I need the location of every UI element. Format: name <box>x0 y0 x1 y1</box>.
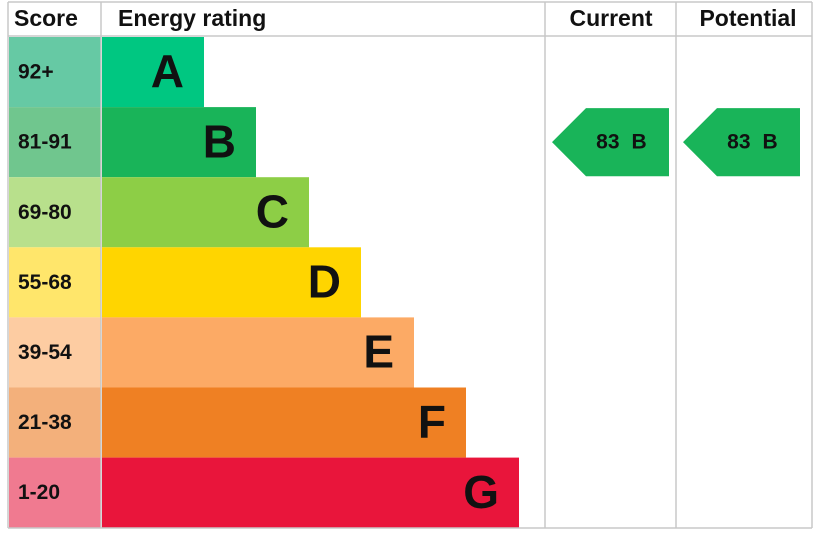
score-cell <box>9 387 101 458</box>
potential-header: Potential <box>699 5 796 31</box>
rating-letter: D <box>308 256 341 308</box>
potential-rating: B <box>763 131 778 154</box>
score-range: 1-20 <box>18 481 60 504</box>
score-range: 21-38 <box>18 411 72 434</box>
current-header: Current <box>569 5 652 31</box>
score-cell <box>9 457 101 528</box>
current-value: 83 <box>596 131 619 154</box>
grid <box>7 1 813 529</box>
score-range: 55-68 <box>18 271 72 294</box>
rating-bar <box>102 247 361 318</box>
rating-bar <box>102 387 466 458</box>
score-cell <box>9 317 101 388</box>
score-range: 92+ <box>18 61 54 84</box>
score-cell <box>9 107 101 178</box>
rating-letter: G <box>463 466 499 518</box>
rating-header: Energy rating <box>118 5 266 31</box>
rating-letter: A <box>151 45 184 97</box>
rating-letter: F <box>418 396 446 448</box>
rating-bar <box>102 317 414 388</box>
rating-letter: B <box>203 115 236 167</box>
score-header: Score <box>14 5 78 31</box>
score-range: 81-91 <box>18 131 72 154</box>
score-cell <box>9 247 101 318</box>
score-cell <box>9 177 101 248</box>
rating-bar <box>102 37 204 108</box>
current-arrow <box>552 108 669 177</box>
rating-bar <box>102 107 256 178</box>
rating-bar <box>102 177 309 248</box>
rating-letter: C <box>256 185 289 237</box>
score-range: 69-80 <box>18 201 72 224</box>
rating-letter: E <box>363 326 394 378</box>
current-rating: B <box>632 131 647 154</box>
score-cell <box>9 37 101 108</box>
rating-bar <box>102 457 519 528</box>
score-range: 39-54 <box>18 341 72 364</box>
potential-arrow <box>683 108 800 177</box>
potential-value: 83 <box>727 131 750 154</box>
